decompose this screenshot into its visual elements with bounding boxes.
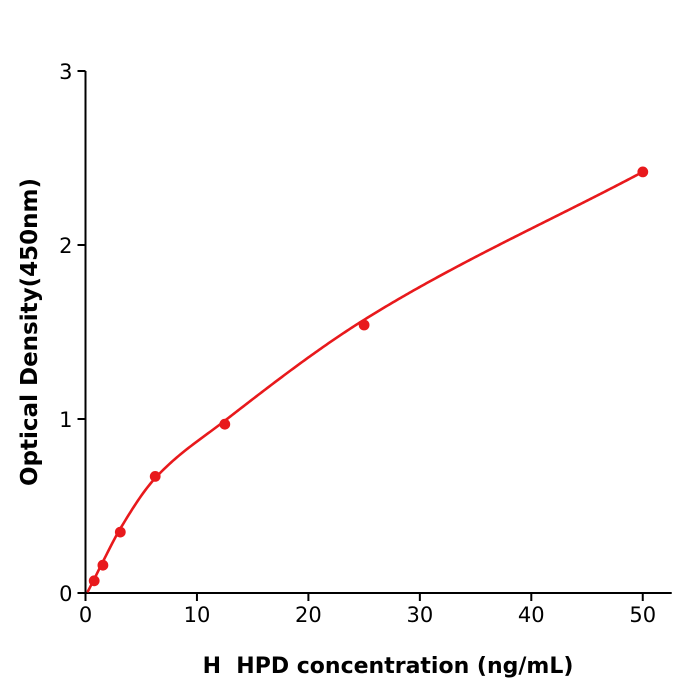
y-tick-label: 3 [59,60,72,84]
data-point [219,418,231,430]
data-point [358,319,370,331]
data-point [97,559,109,571]
y-tick-label: 1 [59,408,72,432]
plot-area: 0 10 20 30 40 50 0 1 2 3 [59,60,672,627]
x-tick-label: 50 [629,603,656,627]
fit-curve [86,170,645,593]
x-tick-label: 30 [406,603,433,627]
x-tick-label: 0 [79,603,92,627]
x-axis-title: H HPD concentration (ng/mL) [203,654,574,679]
x-tick-label: 20 [295,603,322,627]
data-point [637,166,649,178]
data-point [114,526,126,538]
x-tick-label: 40 [518,603,545,627]
y-tick-label: 2 [59,234,72,258]
data-point [88,575,100,587]
y-tick-label: 0 [59,582,72,606]
x-tick-label: 10 [184,603,211,627]
y-axis-title: Optical Density(450nm) [17,178,43,486]
data-point [149,471,161,482]
